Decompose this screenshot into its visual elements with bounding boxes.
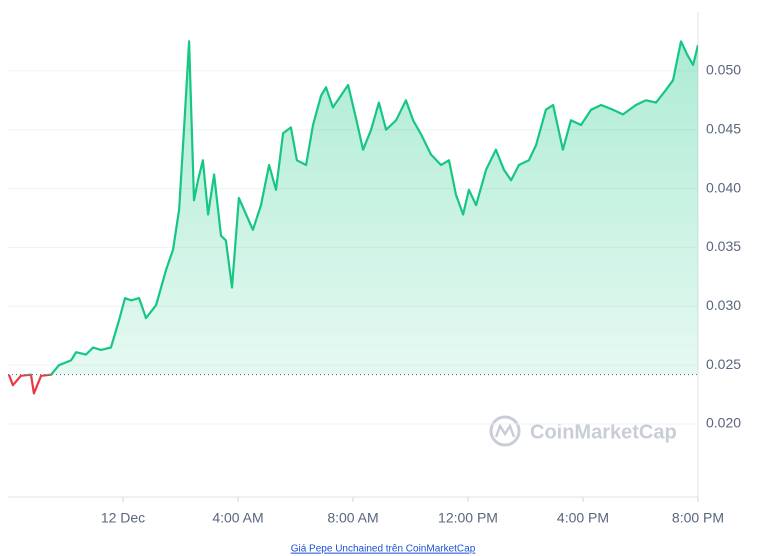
y-tick-label: 0.045 <box>706 120 741 136</box>
x-tick-label: 4:00 AM <box>212 510 263 526</box>
y-tick-label: 0.040 <box>706 179 741 195</box>
x-tick-label: 12 Dec <box>101 510 145 526</box>
area <box>51 41 698 375</box>
x-tick-label: 12:00 PM <box>438 510 498 526</box>
footer-link[interactable]: Giá Pepe Unchained trên CoinMarketCap <box>291 544 476 555</box>
watermark-text: CoinMarketCap <box>530 421 677 443</box>
y-tick-label: 0.035 <box>706 238 741 254</box>
price-line-up <box>8 40 698 375</box>
x-tick-label: 4:00 PM <box>557 510 609 526</box>
y-tick-label: 0.030 <box>706 297 741 313</box>
x-tick-label: 8:00 PM <box>672 510 724 526</box>
y-tick-label: 0.025 <box>706 356 741 372</box>
x-tick-label: 8:00 AM <box>327 510 378 526</box>
y-tick-label: 0.050 <box>706 62 741 78</box>
watermark: CoinMarketCap <box>489 415 677 447</box>
y-tick-label: 0.020 <box>706 415 741 431</box>
